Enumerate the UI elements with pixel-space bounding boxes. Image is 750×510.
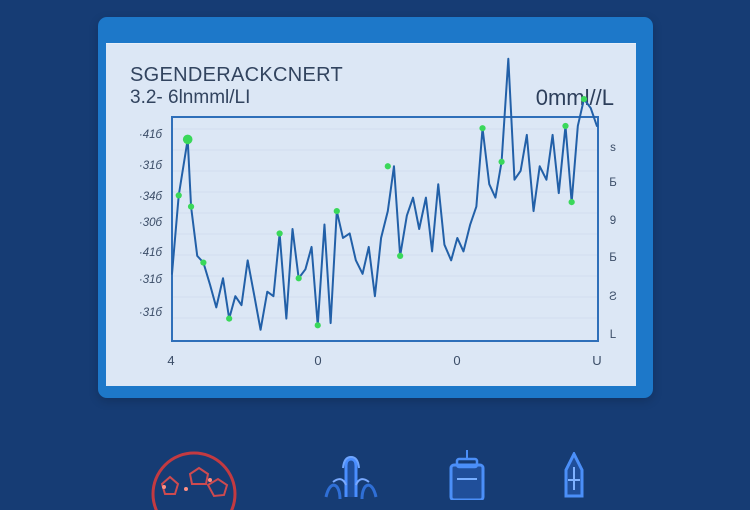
left-y-tick-label: ·34б [139,191,163,203]
data-point [175,192,182,199]
data-point [562,122,569,130]
line-chart: ·41б ·31б ·34б ·30б ·41б ·31б ·31б s Б 9 Б Ƨ L 4 0 0 U [139,57,617,368]
right-y-tick-label: L [610,329,617,341]
data-point [333,207,340,215]
right-y-tick-label: Б [609,252,617,264]
left-y-tick-label: ·31б [139,307,163,319]
data-point [182,134,193,145]
x-tick-label: 0 [314,353,321,368]
monitor-unit: 0mml//L [535,85,614,110]
left-y-tick-label: ·30б [139,217,163,229]
data-point [384,163,391,170]
data-point [200,259,207,266]
icon-row [0,440,750,510]
blood-bag-icon [449,450,485,500]
x-tick-label: 0 [453,353,460,368]
series-line [171,57,598,331]
left-y-tick-label: ·41б [139,247,163,259]
x-tick-label: U [592,353,601,368]
data-point [276,230,283,237]
data-point [498,158,505,165]
right-y-tick-label: 9 [610,215,616,227]
data-point [479,125,486,132]
plot-frame [171,116,599,342]
data-point [397,252,404,259]
data-point [580,95,588,103]
monitor-subtitle: 3.2- 6lnmml/LI [130,87,251,108]
data-point [568,199,575,206]
left-y-tick-label: ·41б [139,129,163,141]
monitor-screen: SGENDERACKCNERT 3.2- 6lnmml/LI 0mml//L ·… [106,43,636,386]
right-y-tick-label: Ƨ [609,291,617,303]
lungs-icon [324,455,378,500]
data-point [226,315,233,322]
right-y-tick-label: Б [609,177,617,189]
x-tick-label: 4 [167,353,174,368]
syringe-icon [564,452,584,498]
left-y-tick-label: ·31б [139,160,163,172]
monitor-panel: SGENDERACKCNERT 3.2- 6lnmml/LI 0mml//L ·… [98,17,653,398]
data-point [295,275,302,282]
data-point [314,322,321,329]
left-y-tick-label: ·31б [139,274,163,286]
data-point [187,203,195,210]
virus-icon [151,451,237,510]
right-y-tick-label: s [610,142,616,154]
monitor-title: SGENDERACKCNERT [130,64,344,86]
